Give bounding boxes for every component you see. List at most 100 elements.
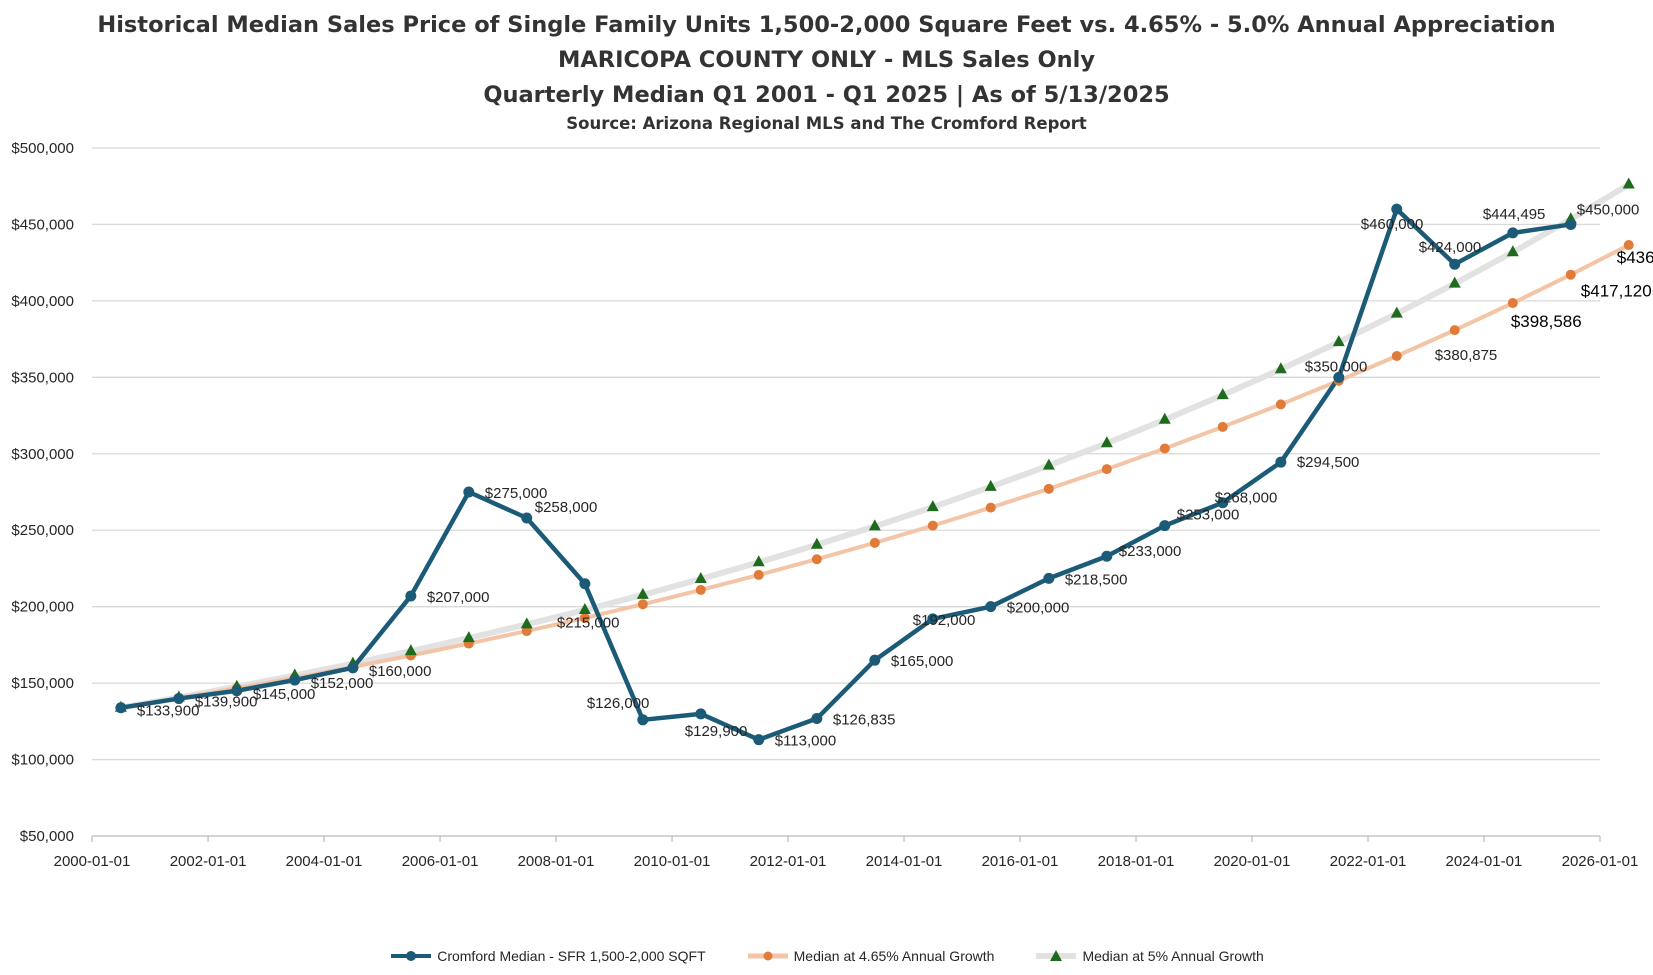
point-5pct — [1448, 276, 1461, 288]
legend-swatch-465 — [747, 951, 788, 961]
x-tick-label: 2012-01-01 — [750, 853, 827, 870]
point-cromford — [1507, 227, 1519, 239]
point-465pct — [637, 599, 648, 610]
point-465pct — [1565, 269, 1576, 280]
data-label-cromford: $133,900 — [137, 703, 200, 720]
point-465pct — [1507, 298, 1518, 309]
point-5pct — [868, 519, 881, 531]
point-465pct — [1275, 399, 1286, 410]
point-5pct — [1390, 306, 1403, 318]
point-5pct — [1042, 458, 1055, 470]
chart-title-line-2: MARICOPA COUNTY ONLY - MLS Sales Only — [558, 47, 1095, 73]
data-label-cromford: $450,000 — [1577, 201, 1640, 218]
data-label-cromford: $294,500 — [1297, 454, 1360, 471]
data-label-cromford: $152,000 — [311, 675, 374, 692]
point-5pct — [462, 631, 475, 643]
point-cromford — [1275, 456, 1287, 468]
point-465pct — [1449, 325, 1460, 336]
data-label-cromford: $233,000 — [1119, 543, 1182, 560]
point-465pct — [521, 626, 532, 637]
x-tick-label: 2006-01-01 — [402, 853, 479, 870]
data-label-cromford: $444,495 — [1483, 206, 1546, 223]
point-cromford — [521, 512, 533, 524]
data-label-cromford: $113,000 — [775, 733, 836, 750]
point-5pct — [1216, 388, 1229, 400]
data-label-cromford: $192,000 — [913, 612, 976, 629]
y-tick-label: $450,000 — [11, 216, 74, 233]
point-465pct — [753, 569, 764, 580]
point-5pct — [1100, 436, 1113, 448]
point-5pct — [578, 602, 591, 614]
point-cromford — [985, 601, 997, 613]
y-tick-label: $300,000 — [11, 446, 74, 463]
x-tick-label: 2020-01-01 — [1214, 853, 1291, 870]
point-465pct — [985, 502, 996, 513]
grid-lines — [92, 147, 1600, 837]
x-tick-label: 2008-01-01 — [518, 853, 595, 870]
data-label-cromford: $160,000 — [369, 663, 432, 680]
data-label-cromford: $275,000 — [485, 485, 548, 502]
y-tick-label: $200,000 — [11, 599, 74, 616]
point-5pct — [810, 537, 823, 549]
point-cromford — [463, 486, 475, 498]
point-cromford — [927, 613, 939, 625]
point-5pct — [1274, 362, 1287, 374]
legend-swatch-cromford — [391, 951, 432, 961]
x-tick-label: 2010-01-01 — [634, 853, 711, 870]
point-465pct — [869, 537, 880, 548]
point-5pct — [1506, 245, 1519, 257]
point-cromford — [173, 693, 185, 705]
data-label-cromford: $139,900 — [195, 694, 258, 711]
point-5pct — [404, 644, 417, 656]
legend-swatch-5 — [1036, 950, 1077, 961]
series-line-5pct — [120, 181, 1631, 711]
data-label-cromford: $145,000 — [253, 686, 316, 703]
y-tick-label: $50,000 — [20, 828, 74, 845]
point-cromford — [1101, 550, 1113, 562]
legend-item-465: Median at 4.65% Annual Growth — [746, 948, 994, 964]
data-label-cromford: $215,000 — [557, 615, 620, 632]
point-cromford — [1217, 497, 1229, 509]
point-cromford — [1449, 258, 1461, 270]
point-5pct — [926, 500, 939, 512]
chart-title-block: Historical Median Sales Price of Single … — [0, 8, 1653, 135]
data-labels: $133,900$139,900$145,000$152,000$160,000… — [137, 201, 1653, 749]
data-label-cromford: $207,000 — [427, 589, 490, 606]
point-465pct — [1217, 421, 1228, 432]
legend-item-5: Median at 5% Annual Growth — [1034, 948, 1264, 964]
data-label-cromford: $258,000 — [535, 499, 598, 516]
point-5pct — [694, 571, 707, 583]
x-tick-label: 2014-01-01 — [866, 853, 943, 870]
y-tick-label: $350,000 — [11, 369, 74, 386]
point-cromford — [115, 702, 127, 714]
point-465pct — [579, 612, 590, 623]
legend-label-cromford: Cromford Median - SFR 1,500-2,000 SQFT — [437, 948, 706, 964]
point-cromford — [1565, 218, 1577, 230]
x-tick-label: 2022-01-01 — [1330, 853, 1407, 870]
data-label-cromford: $165,000 — [891, 653, 954, 670]
point-cromford — [869, 654, 881, 666]
point-465pct — [1159, 443, 1170, 454]
point-cromford — [811, 713, 823, 725]
data-label-cromford: $424,000 — [1419, 239, 1482, 256]
data-label-cromford: $126,835 — [833, 712, 896, 729]
point-5pct — [984, 479, 997, 491]
chart-subtitle: Source: Arizona Regional MLS and The Cro… — [566, 114, 1087, 133]
point-cromford — [753, 734, 765, 746]
x-tick-label: 2004-01-01 — [286, 853, 363, 870]
point-465pct — [695, 584, 706, 595]
point-cromford — [1159, 520, 1171, 532]
chart-title-line-3: Quarterly Median Q1 2001 - Q1 2025 | As … — [483, 82, 1170, 108]
y-tick-label: $400,000 — [11, 293, 74, 310]
x-tick-label: 2018-01-01 — [1098, 853, 1175, 870]
point-465pct — [1101, 464, 1112, 475]
data-label-cromford: $126,000 — [587, 695, 650, 712]
point-5pct — [1622, 177, 1635, 189]
series-group — [114, 177, 1635, 746]
point-cromford — [1333, 371, 1345, 383]
y-tick-label: $100,000 — [11, 752, 74, 769]
x-tick-label: 2026-01-01 — [1562, 853, 1639, 870]
data-label-cromford: $460,000 — [1361, 216, 1424, 233]
data-label-cromford: $350,000 — [1305, 358, 1368, 375]
point-5pct — [752, 555, 765, 567]
